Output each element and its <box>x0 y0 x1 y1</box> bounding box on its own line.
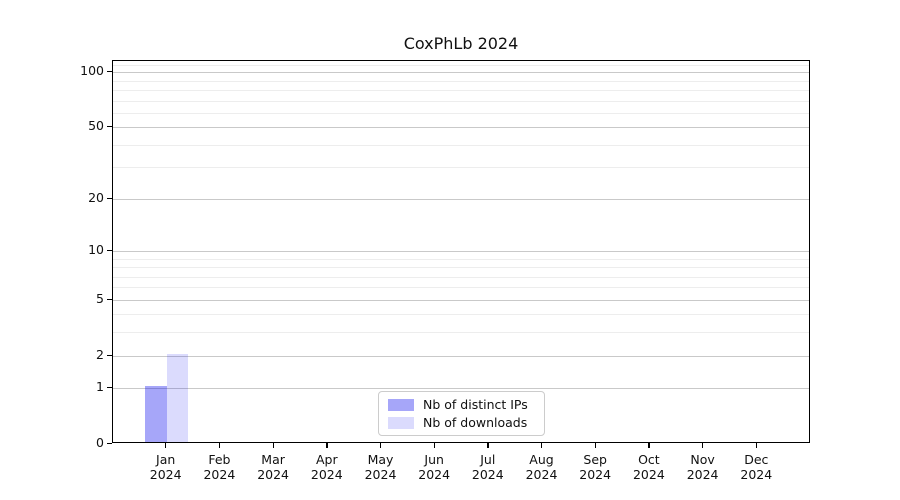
x-tick-label-aug: Aug 2024 <box>525 452 558 482</box>
legend-swatch-nb-of-downloads <box>388 416 414 429</box>
y-tick-label-10: 10 <box>88 241 104 257</box>
y-tick-label-20: 20 <box>88 189 104 205</box>
chart-title: CoxPhLb 2024 <box>403 34 519 53</box>
x-tick-label-mar: Mar 2024 <box>257 452 289 482</box>
y-tick-0 <box>107 443 112 445</box>
major-gridline-10 <box>113 250 809 252</box>
minor-gridline-9 <box>113 258 809 260</box>
x-tick-aug <box>541 443 543 448</box>
plot-area <box>112 60 810 443</box>
x-tick-apr <box>326 443 328 448</box>
minor-gridline-80 <box>113 89 809 91</box>
legend-swatch-nb-of-distinct-ips <box>388 398 414 411</box>
bars-layer <box>113 61 809 442</box>
minor-gridline-7 <box>113 276 809 278</box>
legend-label-nb-of-downloads: Nb of downloads <box>423 415 528 430</box>
x-tick-jan <box>165 443 167 448</box>
minor-gridline-4 <box>113 314 809 316</box>
y-tick-label-0: 0 <box>96 435 104 450</box>
gridlines-layer <box>113 61 809 442</box>
y-tick-20 <box>107 197 112 199</box>
minor-gridline-110 <box>113 64 809 66</box>
x-tick-label-may: May 2024 <box>364 452 397 482</box>
minor-gridline-3 <box>113 332 809 334</box>
x-tick-feb <box>218 443 221 448</box>
legend: Nb of distinct IPs Nb of downloads <box>378 391 545 436</box>
major-gridline-20 <box>113 198 809 200</box>
minor-gridline-30 <box>113 167 809 169</box>
x-tick-nov <box>702 443 704 448</box>
x-tick-mar <box>272 443 274 448</box>
bar-jan-nb-of-distinct-ips <box>145 386 167 442</box>
y-tick-100 <box>107 71 112 73</box>
y-tick-label-50: 50 <box>88 118 104 134</box>
x-tick-dec <box>755 443 758 448</box>
bar-jan-nb-of-downloads <box>166 353 189 442</box>
minor-gridline-90 <box>113 80 809 82</box>
major-gridline-2 <box>113 355 809 357</box>
x-tick-label-jan: Jan 2024 <box>149 452 182 482</box>
minor-gridline-40 <box>113 144 809 146</box>
x-tick-label-nov: Nov 2024 <box>686 452 719 482</box>
y-tick-label-5: 5 <box>96 290 104 306</box>
x-tick-label-oct: Oct 2024 <box>632 452 665 482</box>
x-tick-may <box>380 443 382 448</box>
y-tick-1 <box>107 387 112 389</box>
major-gridline-5 <box>113 299 809 301</box>
major-gridline-1 <box>113 388 809 390</box>
y-tick-50 <box>107 126 112 128</box>
x-tick-jun <box>433 443 435 448</box>
y-tick-5 <box>107 298 112 300</box>
y-tick-10 <box>107 249 112 252</box>
legend-item-nb-of-distinct-ips: Nb of distinct IPs <box>388 397 535 412</box>
major-gridline-100 <box>113 72 809 74</box>
minor-gridline-60 <box>113 112 809 114</box>
y-tick-label-100: 100 <box>80 63 104 79</box>
legend-label-nb-of-distinct-ips: Nb of distinct IPs <box>423 397 528 412</box>
x-tick-sep <box>594 443 596 448</box>
legend-item-nb-of-downloads: Nb of downloads <box>388 415 535 430</box>
x-tick-label-sep: Sep 2024 <box>579 452 612 482</box>
y-tick-label-2: 2 <box>96 346 104 362</box>
x-tick-label-jun: Jun 2024 <box>418 452 451 482</box>
x-tick-label-dec: Dec 2024 <box>740 452 773 482</box>
major-gridline-50 <box>113 127 809 129</box>
x-tick-jul <box>487 443 489 448</box>
minor-gridline-6 <box>113 287 809 289</box>
x-tick-label-apr: Apr 2024 <box>310 452 343 482</box>
x-tick-label-jul: Jul 2024 <box>471 452 504 482</box>
y-tick-2 <box>107 354 112 356</box>
x-tick-oct <box>648 443 650 448</box>
minor-gridline-8 <box>113 267 809 268</box>
minor-gridline-70 <box>113 100 809 102</box>
y-tick-label-1: 1 <box>96 379 104 395</box>
x-tick-label-feb: Feb 2024 <box>203 452 236 482</box>
